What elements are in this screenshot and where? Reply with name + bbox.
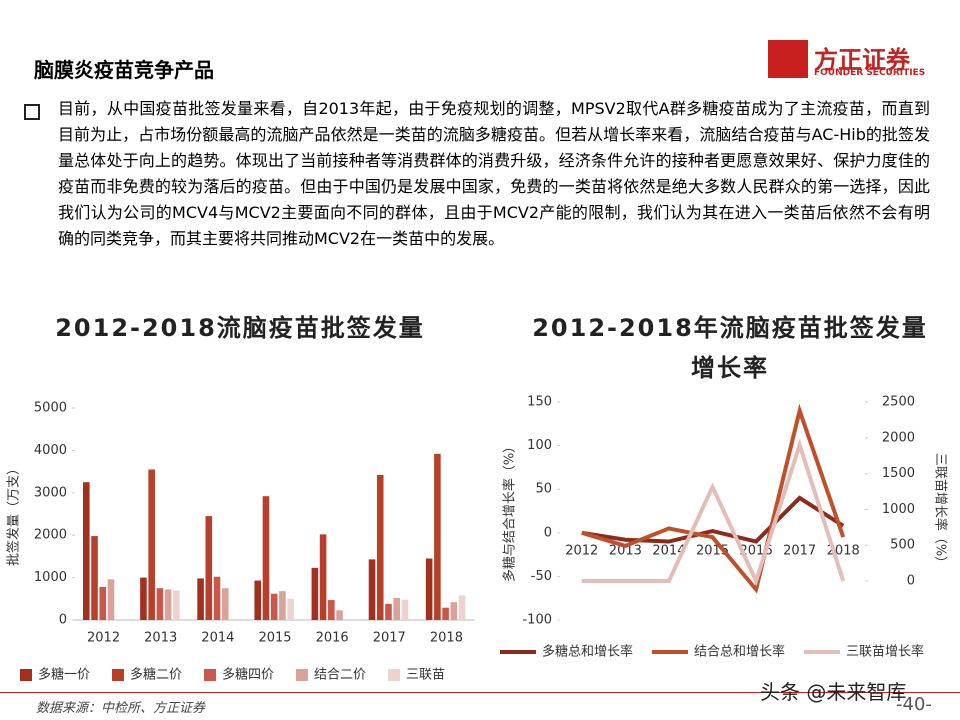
x-tick-label: 2015: [258, 631, 291, 646]
y2-tick-label: 0: [907, 573, 915, 588]
legend-swatch: [112, 669, 124, 681]
x-tick-label: 2016: [316, 631, 349, 646]
legend-label: 多糖二价: [130, 667, 182, 683]
chart-title: 2012-2018年流脑疫苗批签发量增长率: [532, 314, 928, 382]
bar: [393, 597, 400, 620]
bar: [197, 578, 204, 620]
footer-rule: [0, 692, 960, 693]
bar: [287, 598, 294, 620]
bar: [279, 591, 286, 620]
y2-axis-label: 三联苗增长率（%）: [933, 453, 949, 569]
paragraph: 目前，从中国疫苗批签发量来看，自2013年起，由于免疫规划的调整，MPSV2取代…: [58, 99, 930, 248]
bar: [319, 534, 327, 620]
bar: [91, 536, 98, 620]
bar: [83, 482, 90, 620]
legend-label: 结合二价: [314, 668, 366, 683]
bar: [336, 610, 343, 620]
legend-label: 多糖总和增长率: [542, 644, 633, 660]
bar: [140, 577, 147, 620]
y-tick-label: 0: [59, 613, 67, 628]
x-tick-label: 2018: [430, 631, 463, 646]
y-axis-label: 批签发量（万支）: [6, 462, 22, 566]
y-tick-label: 4000: [34, 443, 67, 458]
bar: [221, 588, 229, 620]
legend-swatch: [20, 669, 32, 681]
page-number: -40-: [896, 694, 932, 715]
bar: [385, 603, 392, 620]
bar: [401, 599, 409, 620]
bar: [254, 580, 262, 620]
legend-label: 多糖一价: [38, 667, 90, 683]
bar: [148, 469, 155, 620]
legend-label: 结合总和增长率: [694, 644, 785, 660]
y-tick-label: 0: [544, 525, 552, 540]
bar: [270, 593, 278, 620]
y2-tick-label: 1000: [882, 502, 915, 517]
line: [581, 438, 846, 587]
x-tick-label: 2013: [609, 543, 642, 558]
bar: [311, 567, 319, 620]
y-tick-label: 3000: [34, 485, 67, 500]
line: [581, 403, 846, 594]
y-tick-label: 5000: [34, 401, 67, 416]
source: 数据来源：中检所、方正证券: [36, 701, 206, 716]
legend-swatch: [296, 669, 308, 681]
y-tick-label: -50: [531, 569, 552, 584]
bar: [107, 579, 115, 620]
y-tick-label: 50: [535, 482, 552, 497]
legend-swatch: [204, 669, 216, 681]
bar: [434, 453, 441, 620]
page-title: 脑膜炎疫苗竞争产品: [34, 58, 214, 82]
bar: [328, 600, 335, 620]
logo-name: 方正证券: [814, 46, 910, 74]
x-tick-label: 2012: [565, 543, 598, 558]
x-tick-label: 2017: [783, 543, 816, 558]
bar: [205, 516, 213, 620]
line: [581, 495, 845, 544]
y2-tick-label: 500: [890, 538, 915, 553]
y-tick-label: 150: [527, 395, 552, 410]
x-tick-label: 2012: [87, 631, 120, 646]
bar: [376, 474, 384, 620]
y-tick-label: 100: [527, 438, 552, 453]
x-tick-label: 2014: [652, 543, 685, 558]
y-tick-label: 1000: [34, 570, 67, 585]
x-tick-label: 2013: [144, 631, 177, 646]
bullet: [24, 104, 40, 120]
x-tick-label: 2017: [373, 631, 406, 646]
bar: [99, 586, 107, 620]
bar: [458, 595, 466, 620]
bar: [450, 602, 458, 620]
bar: [173, 590, 180, 620]
chart-title: 2012-2018流脑疫苗批签发量: [55, 314, 425, 342]
y-axis-label: 多糖与结合增长率（%）: [502, 440, 518, 582]
bar: [213, 576, 221, 620]
bar: [368, 559, 376, 620]
bar: [425, 558, 433, 620]
watermark: 头条 @未来智库: [760, 680, 907, 704]
y-tick-label: -100: [522, 613, 552, 628]
bar: [156, 588, 164, 620]
bar: [442, 607, 449, 620]
y2-tick-label: 2500: [882, 395, 915, 410]
bar: [164, 589, 172, 620]
bar: [262, 496, 270, 620]
logo-sub: FOUNDER SECURITIES: [814, 68, 926, 78]
y-tick-label: 2000: [34, 528, 67, 543]
legend-label: 三联苗: [406, 668, 445, 683]
logo-mark: [768, 40, 808, 78]
x-tick-label: 2014: [201, 631, 234, 646]
y2-tick-label: 2000: [882, 430, 915, 445]
legend-label: 多糖四价: [222, 667, 274, 683]
y2-tick-label: 1500: [882, 466, 915, 481]
legend-label: 三联苗增长率: [846, 644, 924, 660]
legend-swatch: [388, 669, 400, 681]
